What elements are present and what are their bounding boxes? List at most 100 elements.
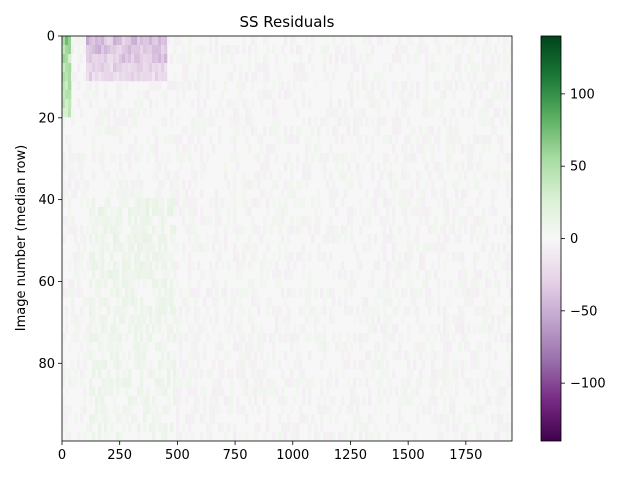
heatmap-cell	[263, 261, 267, 271]
heatmap-cell	[443, 378, 447, 388]
heatmap-cell	[164, 261, 168, 271]
heatmap-cell	[245, 378, 249, 388]
heatmap-cell	[104, 387, 108, 397]
heatmap-cell	[116, 117, 120, 127]
heatmap-cell	[440, 225, 444, 235]
heatmap-cell	[299, 405, 303, 415]
heatmap-cell	[68, 153, 72, 163]
heatmap-cell	[101, 153, 105, 163]
heatmap-cell	[83, 36, 87, 46]
heatmap-cell	[89, 54, 93, 64]
heatmap-cell	[386, 324, 390, 334]
heatmap-cell	[302, 369, 306, 379]
heatmap-cell	[278, 72, 282, 82]
heatmap-cell	[389, 198, 393, 208]
heatmap-cell	[443, 360, 447, 370]
heatmap-cell	[74, 36, 78, 46]
heatmap-cell	[182, 369, 186, 379]
heatmap-cell	[200, 54, 204, 64]
heatmap-cell	[407, 117, 411, 127]
heatmap-cell	[509, 252, 513, 262]
heatmap-cell	[128, 378, 132, 388]
heatmap-cell	[422, 324, 426, 334]
heatmap-cell	[203, 387, 207, 397]
heatmap-cell	[323, 432, 327, 442]
heatmap-cell	[164, 117, 168, 127]
heatmap-cell	[422, 99, 426, 109]
heatmap-cell	[107, 369, 111, 379]
heatmap-cell	[113, 306, 117, 316]
heatmap-cell	[146, 63, 150, 73]
heatmap-cell	[191, 432, 195, 442]
heatmap-cell	[203, 396, 207, 406]
heatmap-cell	[320, 162, 324, 172]
heatmap-cell	[110, 216, 114, 226]
heatmap-cell	[215, 198, 219, 208]
heatmap-cell	[443, 315, 447, 325]
heatmap-cell	[101, 315, 105, 325]
heatmap-cell	[236, 81, 240, 91]
heatmap-cell	[77, 279, 81, 289]
heatmap-cell	[488, 261, 492, 271]
heatmap-cell	[266, 297, 270, 307]
heatmap-cell	[107, 216, 111, 226]
heatmap-cell	[386, 207, 390, 217]
heatmap-cell	[485, 315, 489, 325]
heatmap-cell	[485, 135, 489, 145]
heatmap-cell	[194, 225, 198, 235]
heatmap-cell	[125, 279, 129, 289]
heatmap-cell	[464, 225, 468, 235]
heatmap-cell	[494, 252, 498, 262]
heatmap-cell	[107, 432, 111, 442]
heatmap-cell	[230, 297, 234, 307]
heatmap-cell	[170, 117, 174, 127]
heatmap-cell	[104, 414, 108, 424]
heatmap-cell	[140, 99, 144, 109]
heatmap-cell	[386, 279, 390, 289]
heatmap-cell	[389, 234, 393, 244]
heatmap-cell	[236, 225, 240, 235]
heatmap-cell	[452, 414, 456, 424]
heatmap-cell	[71, 189, 75, 199]
heatmap-cell	[503, 45, 507, 55]
heatmap-cell	[218, 252, 222, 262]
heatmap-cell	[452, 396, 456, 406]
heatmap-cell	[428, 405, 432, 415]
heatmap-cell	[407, 36, 411, 46]
heatmap-cell	[176, 261, 180, 271]
heatmap-cell	[224, 279, 228, 289]
heatmap-cell	[134, 396, 138, 406]
heatmap-cell	[464, 333, 468, 343]
heatmap-cell	[476, 288, 480, 298]
x-tick-label: 0	[58, 448, 66, 463]
heatmap-cell	[383, 117, 387, 127]
heatmap-cell	[491, 189, 495, 199]
heatmap-cell	[497, 63, 501, 73]
heatmap-cell	[227, 261, 231, 271]
heatmap-cell	[206, 423, 210, 433]
heatmap-cell	[188, 270, 192, 280]
heatmap-cell	[161, 252, 165, 262]
heatmap-cell	[95, 81, 99, 91]
heatmap-cell	[71, 333, 75, 343]
heatmap-cell	[125, 180, 129, 190]
heatmap-cell	[194, 117, 198, 127]
heatmap-cell	[218, 333, 222, 343]
heatmap-cell	[173, 225, 177, 235]
heatmap-cell	[83, 333, 87, 343]
heatmap-cell	[497, 171, 501, 181]
heatmap-cell	[386, 315, 390, 325]
heatmap-cell	[212, 81, 216, 91]
heatmap-cell	[320, 360, 324, 370]
heatmap-cell	[140, 216, 144, 226]
heatmap-cell	[440, 90, 444, 100]
heatmap-cell	[74, 72, 78, 82]
heatmap-cell	[212, 270, 216, 280]
heatmap-cell	[323, 297, 327, 307]
heatmap-cell	[419, 36, 423, 46]
heatmap-cell	[215, 351, 219, 361]
heatmap-cell	[104, 360, 108, 370]
heatmap-cell	[311, 198, 315, 208]
heatmap-cell	[200, 207, 204, 217]
heatmap-cell	[140, 351, 144, 361]
